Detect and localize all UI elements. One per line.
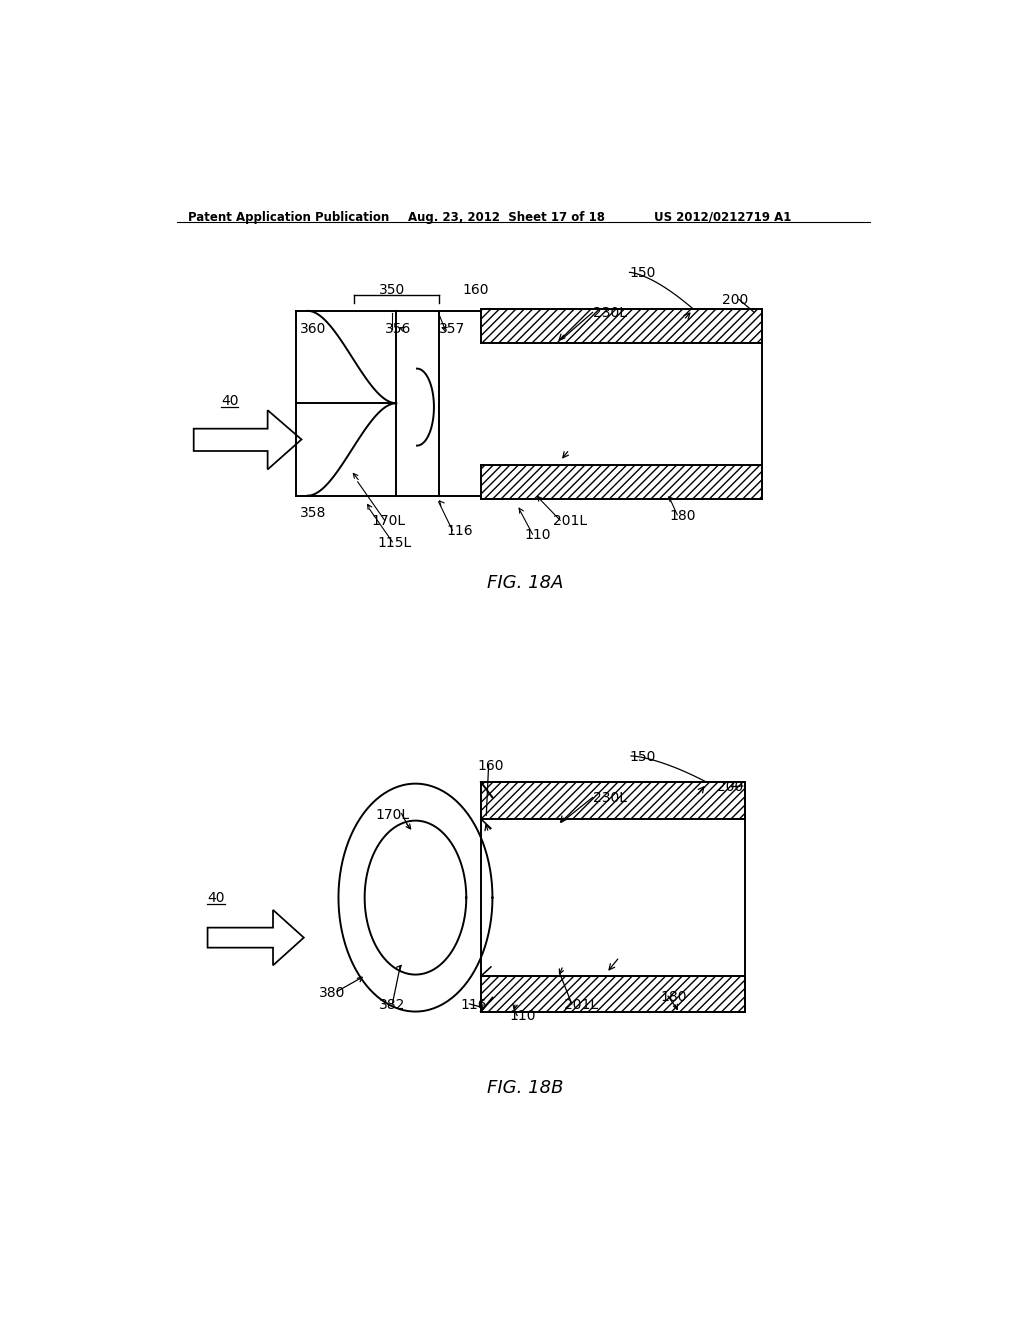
- Text: 201L: 201L: [553, 515, 587, 528]
- Text: 150: 150: [630, 750, 656, 764]
- Text: 382: 382: [379, 998, 406, 1011]
- Text: 350: 350: [379, 284, 406, 297]
- Text: 360: 360: [300, 322, 327, 337]
- Text: 357: 357: [438, 322, 465, 337]
- Text: Patent Application Publication: Patent Application Publication: [188, 211, 389, 224]
- Text: 115L: 115L: [377, 536, 412, 549]
- Text: 230L: 230L: [593, 792, 627, 805]
- Text: 40: 40: [221, 393, 239, 408]
- Text: 358: 358: [300, 507, 327, 520]
- Text: 200: 200: [722, 293, 749, 308]
- Text: 150: 150: [630, 267, 656, 280]
- Polygon shape: [194, 411, 301, 470]
- Text: 116: 116: [446, 524, 473, 539]
- Bar: [481, 465, 762, 499]
- Text: US 2012/0212719 A1: US 2012/0212719 A1: [654, 211, 792, 224]
- Text: 160: 160: [462, 284, 488, 297]
- Polygon shape: [208, 909, 304, 965]
- Text: Aug. 23, 2012  Sheet 17 of 18: Aug. 23, 2012 Sheet 17 of 18: [408, 211, 605, 224]
- Bar: [481, 343, 762, 465]
- Text: 110: 110: [509, 1010, 536, 1023]
- Text: 180: 180: [670, 508, 696, 523]
- Text: 380: 380: [319, 986, 345, 1001]
- Text: 116: 116: [460, 998, 486, 1011]
- Bar: [481, 977, 745, 1011]
- Text: 200: 200: [717, 780, 743, 793]
- Text: FIG. 18A: FIG. 18A: [486, 574, 563, 593]
- Text: 356: 356: [385, 322, 411, 337]
- Bar: [481, 781, 745, 818]
- Text: FIG. 18B: FIG. 18B: [486, 1078, 563, 1097]
- Text: 180: 180: [660, 990, 687, 1005]
- Text: 110: 110: [524, 528, 551, 543]
- Text: 170L: 170L: [372, 515, 406, 528]
- Text: 40: 40: [208, 891, 225, 904]
- Bar: [481, 818, 745, 977]
- Bar: [481, 309, 762, 343]
- Text: 230L: 230L: [593, 306, 627, 321]
- Text: 170L: 170L: [376, 808, 410, 821]
- Text: 160: 160: [477, 759, 504, 774]
- Text: 201L: 201L: [564, 998, 598, 1011]
